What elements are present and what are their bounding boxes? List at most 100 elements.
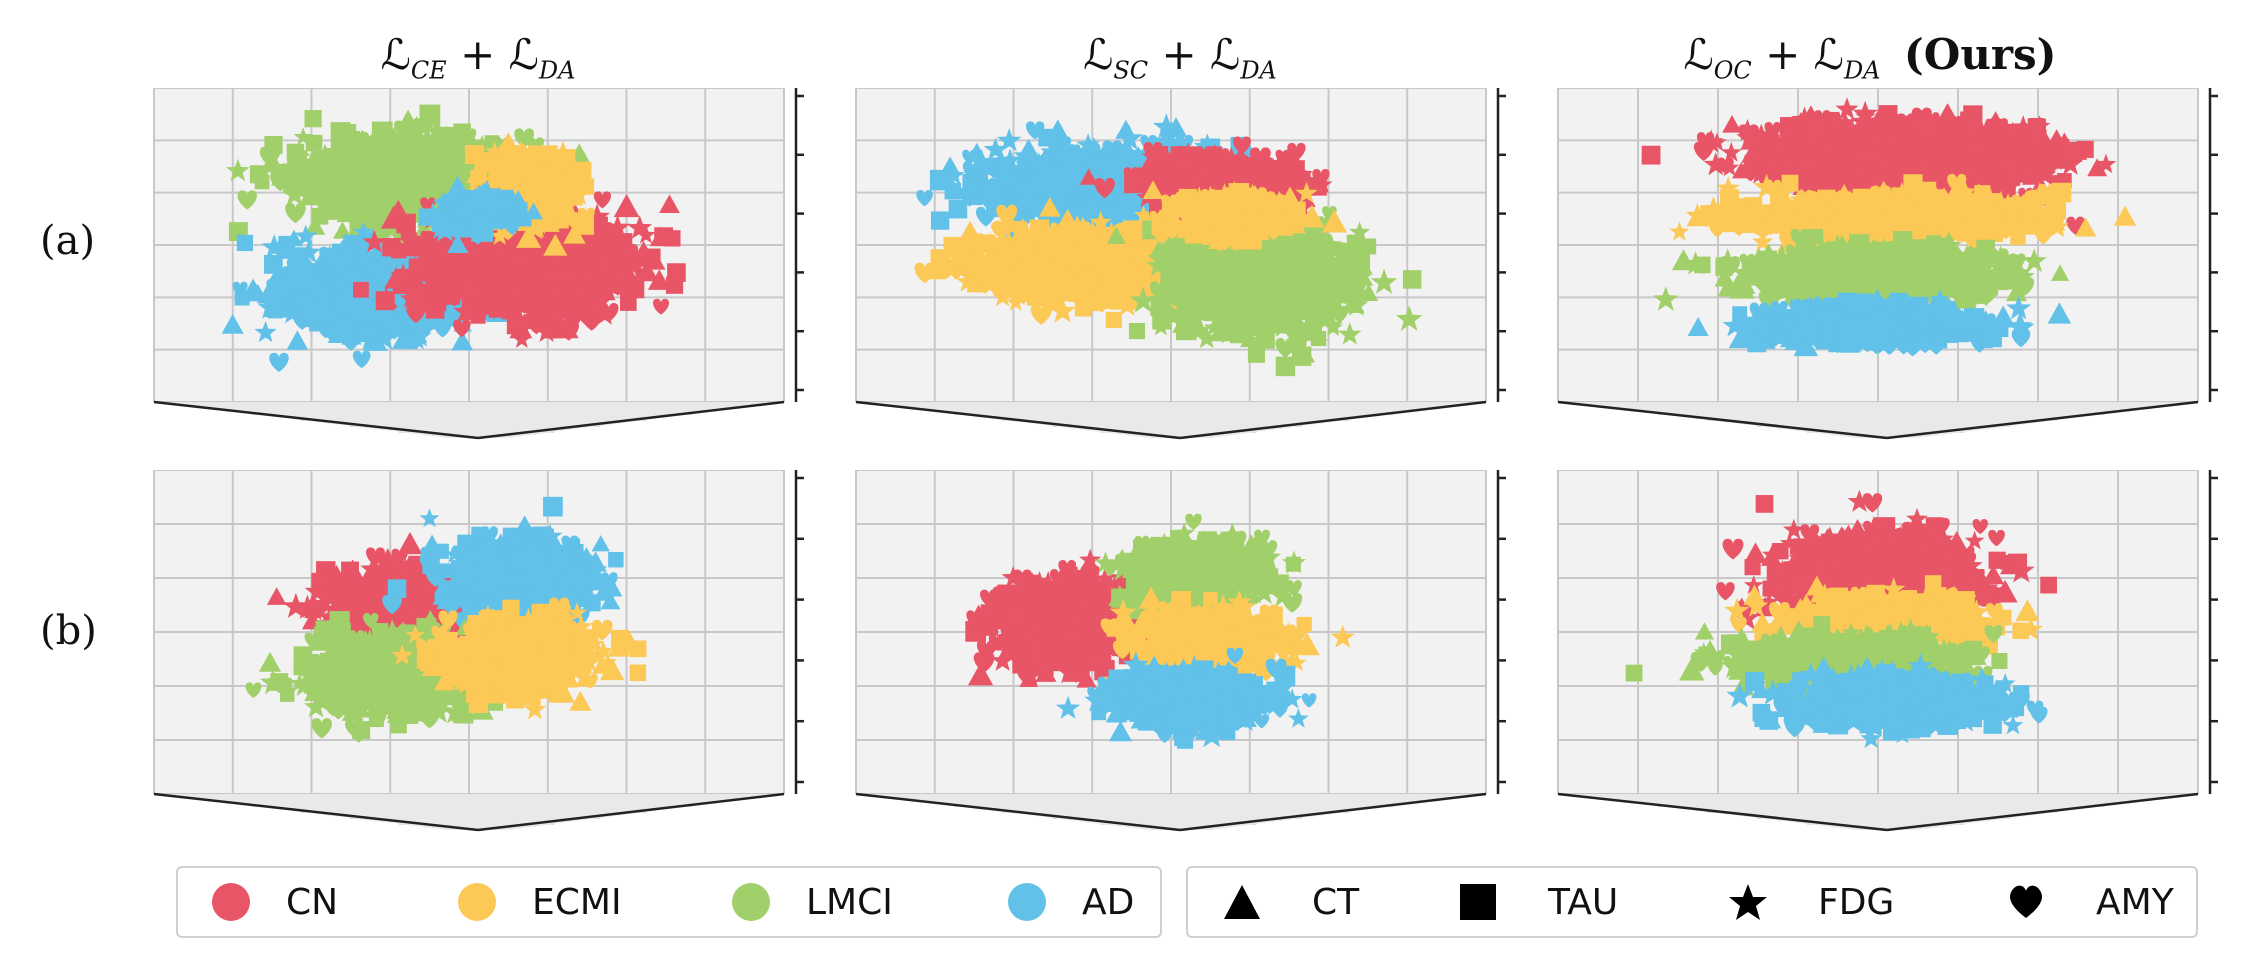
scatter-point <box>294 224 318 247</box>
scatter-point <box>511 316 529 333</box>
scatter-point <box>386 199 411 222</box>
scatter-point <box>438 189 463 212</box>
scatter-point <box>990 230 1017 256</box>
scatter-point <box>565 171 586 190</box>
scatter-point <box>512 329 532 348</box>
scatter-point <box>534 169 552 187</box>
scatter-point <box>998 148 1022 171</box>
axis-lines <box>855 88 1506 440</box>
scatter-point <box>516 225 542 248</box>
scatter-point <box>1152 113 1180 139</box>
scatter-point <box>368 301 392 323</box>
scatter-point <box>930 211 950 230</box>
scatter-point <box>375 179 403 205</box>
scatter-point <box>558 320 579 341</box>
scatter-point <box>296 239 321 263</box>
scatter-point <box>495 170 515 189</box>
scatter-point <box>299 306 320 326</box>
scatter-point <box>510 282 528 300</box>
scatter-point <box>248 283 268 302</box>
scatter-point <box>558 203 585 228</box>
scatter-point <box>960 220 981 239</box>
scatter-point <box>527 316 546 335</box>
scatter-point <box>226 158 250 182</box>
scatter-plot-a-sc <box>855 88 1506 440</box>
scatter-point <box>463 279 484 300</box>
scatter-point <box>267 303 283 319</box>
scatter-point <box>453 319 471 338</box>
scatter-point <box>325 248 349 272</box>
scatter-point <box>1111 186 1136 208</box>
scatter-point <box>352 281 369 298</box>
scatter-point <box>416 141 436 161</box>
scatter-point <box>445 289 463 307</box>
scatter-point <box>351 130 378 156</box>
scatter-point <box>269 352 289 373</box>
scatter-point <box>289 247 307 265</box>
scatter-point <box>1126 283 1149 305</box>
scatter-point <box>423 117 450 143</box>
scatter-point <box>282 266 302 285</box>
scatter-point <box>354 302 381 328</box>
scatter-point <box>420 287 442 307</box>
scatter-point <box>943 164 965 185</box>
scatter-point <box>955 180 977 200</box>
scatter-point <box>450 245 473 267</box>
scatter-point <box>983 181 1002 200</box>
scatter-point <box>1110 291 1131 310</box>
scatter-point <box>447 175 468 194</box>
scatter-point <box>264 135 283 155</box>
scatter-points <box>914 113 1423 377</box>
scatter-point <box>382 145 404 166</box>
scatter-point <box>394 120 412 139</box>
scatter-point <box>369 266 389 286</box>
scatter-point <box>343 315 362 333</box>
scatter-point <box>605 214 631 239</box>
scatter-point <box>232 281 248 297</box>
scatter-point <box>1015 152 1035 171</box>
scatter-point <box>620 294 637 311</box>
scatter-point <box>968 148 995 174</box>
scatter-point <box>480 192 504 214</box>
scatter-point <box>478 263 497 281</box>
panel-a-ce <box>148 88 808 448</box>
scatter-point <box>309 257 329 276</box>
scatter-point <box>589 298 607 316</box>
scatter-point <box>311 284 331 303</box>
scatter-point <box>339 136 361 157</box>
scatter-plot-a-ce <box>153 88 804 440</box>
scatter-point <box>375 287 398 309</box>
scatter-point <box>465 145 485 165</box>
scatter-point <box>434 251 459 274</box>
row-label-b: (b) <box>40 608 97 654</box>
scatter-point <box>279 170 305 195</box>
scatter-point <box>414 175 433 193</box>
scatter-point <box>1022 156 1045 179</box>
scatter-point <box>261 234 288 259</box>
scatter-point <box>254 320 277 343</box>
scatter-point <box>409 164 426 181</box>
scatter-point <box>421 243 447 267</box>
scatter-point <box>1023 172 1048 195</box>
scatter-point <box>319 154 346 180</box>
scatter-point <box>916 189 933 207</box>
scatter-point <box>379 321 399 340</box>
scatter-point <box>576 264 598 284</box>
scatter-point <box>371 173 398 199</box>
scatter-point <box>359 324 378 343</box>
scatter-point <box>523 155 541 173</box>
column-title-oc: ℒOC + ℒDA (Ours) <box>1683 30 2057 85</box>
scatter-point <box>441 263 463 283</box>
scatter-point <box>334 158 360 182</box>
row-label-a: (a) <box>40 218 96 264</box>
scatter-point <box>584 203 611 229</box>
scatter-point <box>327 280 347 299</box>
scatter-point <box>304 110 322 128</box>
scatter-point <box>592 254 612 273</box>
scatter-points <box>221 104 686 373</box>
scatter-point <box>529 215 550 234</box>
column-title-sc: ℒSC + ℒDA <box>1083 30 1277 85</box>
scatter-point <box>490 282 515 306</box>
scatter-point <box>493 157 513 178</box>
scatter-point <box>333 221 353 239</box>
